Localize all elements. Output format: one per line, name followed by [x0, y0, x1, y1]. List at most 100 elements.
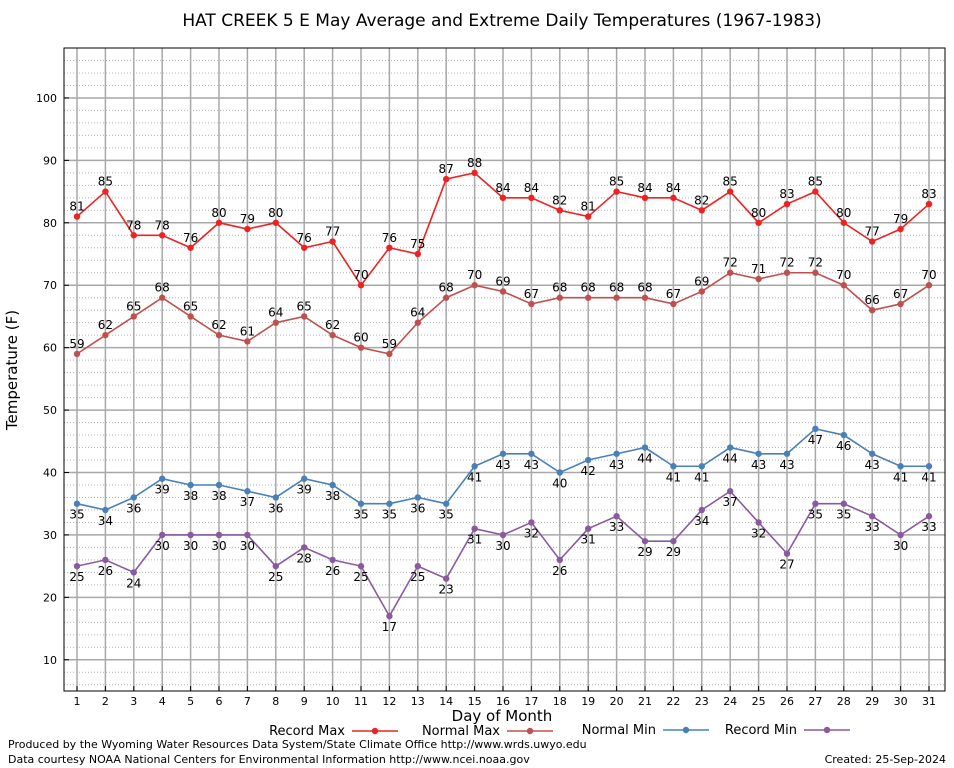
- data-point: [471, 525, 478, 532]
- data-point: [187, 313, 194, 320]
- x-tick-label: 9: [301, 695, 308, 708]
- x-tick-label: 7: [244, 695, 251, 708]
- x-tick-label: 11: [354, 695, 368, 708]
- data-label: 37: [723, 495, 738, 509]
- data-label: 66: [865, 293, 880, 307]
- data-label: 65: [183, 299, 198, 313]
- data-point: [613, 513, 620, 520]
- data-point: [159, 232, 166, 239]
- data-label: 69: [495, 274, 510, 288]
- x-axis-label: Day of Month: [452, 707, 553, 725]
- data-point: [244, 488, 251, 495]
- data-point: [727, 188, 734, 195]
- data-point: [755, 219, 762, 226]
- y-tick-label: 30: [43, 529, 57, 542]
- data-label: 87: [439, 162, 454, 176]
- data-point: [585, 213, 592, 220]
- data-point: [159, 475, 166, 482]
- data-label: 30: [893, 539, 908, 553]
- data-point: [812, 188, 819, 195]
- data-label: 37: [240, 495, 255, 509]
- data-point: [159, 531, 166, 539]
- x-tick-label: 8: [272, 695, 279, 708]
- data-point: [272, 494, 279, 501]
- data-point: [102, 506, 109, 514]
- data-point: [244, 225, 251, 233]
- y-tick-label: 10: [43, 654, 57, 667]
- data-label: 83: [921, 187, 936, 201]
- data-label: 30: [240, 539, 255, 553]
- data-point: [244, 338, 251, 345]
- data-label: 71: [751, 262, 766, 276]
- data-point: [869, 238, 876, 245]
- data-point: [130, 232, 137, 239]
- data-label: 36: [268, 501, 283, 515]
- data-point: [73, 350, 81, 358]
- data-label: 41: [694, 470, 709, 484]
- data-point: [727, 488, 734, 495]
- data-point: [329, 556, 336, 564]
- data-label: 43: [751, 458, 766, 472]
- data-point: [357, 500, 365, 507]
- data-label: 35: [439, 508, 454, 522]
- data-point: [783, 200, 791, 208]
- data-label: 85: [609, 175, 624, 189]
- data-point: [187, 481, 194, 489]
- x-tick-label: 25: [752, 695, 766, 708]
- data-label: 25: [410, 570, 425, 584]
- data-label: 39: [297, 483, 312, 497]
- legend-label: Record Min: [725, 723, 797, 738]
- series-normal-min: 35 34 36 39 38 38 37 36 39 38 35 35 36 35 41 43 43 40 42 43…: [69, 425, 937, 528]
- data-label: 39: [155, 483, 170, 497]
- data-point: [869, 306, 876, 314]
- data-label: 79: [240, 212, 255, 226]
- data-label: 43: [524, 458, 539, 472]
- data-label: 70: [467, 268, 482, 282]
- y-tick-label: 70: [43, 279, 57, 292]
- data-label: 83: [779, 187, 794, 201]
- data-label: 76: [183, 231, 198, 245]
- data-point: [783, 450, 791, 457]
- data-point: [897, 300, 904, 308]
- x-tick-label: 6: [216, 695, 223, 708]
- data-point: [897, 463, 904, 470]
- data-label: 33: [609, 520, 624, 534]
- data-label: 68: [439, 281, 454, 295]
- plot-frame: [63, 47, 946, 692]
- data-point: [727, 444, 734, 451]
- data-label: 36: [126, 501, 141, 515]
- data-label: 17: [382, 620, 397, 634]
- data-label: 29: [637, 545, 652, 559]
- data-label: 24: [126, 576, 141, 590]
- data-label: 31: [581, 533, 596, 547]
- data-label: 70: [353, 268, 368, 282]
- data-label: 61: [240, 324, 255, 338]
- data-label: 68: [609, 281, 624, 295]
- data-label: 29: [666, 545, 681, 559]
- data-label: 78: [126, 218, 141, 232]
- data-point: [215, 481, 223, 489]
- data-label: 43: [779, 458, 794, 472]
- data-point: [73, 500, 81, 507]
- data-point: [159, 294, 166, 301]
- data-point: [329, 481, 336, 489]
- legend: Record Max Normal Max Normal Min Record Min: [269, 723, 850, 739]
- series-normal-max: 59 62 65 68 65 62 61 64 65 62 60 59 64 68 70 69 67 68 68 68…: [69, 256, 937, 358]
- legend-item: Normal Min: [582, 723, 709, 738]
- data-point: [528, 300, 535, 308]
- data-label: 31: [467, 533, 482, 547]
- data-label: 64: [410, 306, 425, 320]
- data-point: [613, 450, 620, 457]
- data-label: 88: [467, 156, 482, 170]
- series-record-min: 25 26 24 30 30 30 30 25 28 26 25 17 25 23 31 30 32 26 31 33…: [69, 488, 937, 634]
- data-point: [897, 225, 904, 233]
- x-tick-label: 2: [102, 695, 109, 708]
- legend-marker: [682, 726, 690, 734]
- data-label: 62: [98, 318, 113, 332]
- data-point: [73, 562, 81, 570]
- data-label: 26: [98, 564, 113, 578]
- data-label: 35: [69, 508, 84, 522]
- y-tick-label: 40: [43, 467, 57, 480]
- x-tick-label: 19: [581, 695, 595, 708]
- data-label: 34: [694, 514, 709, 528]
